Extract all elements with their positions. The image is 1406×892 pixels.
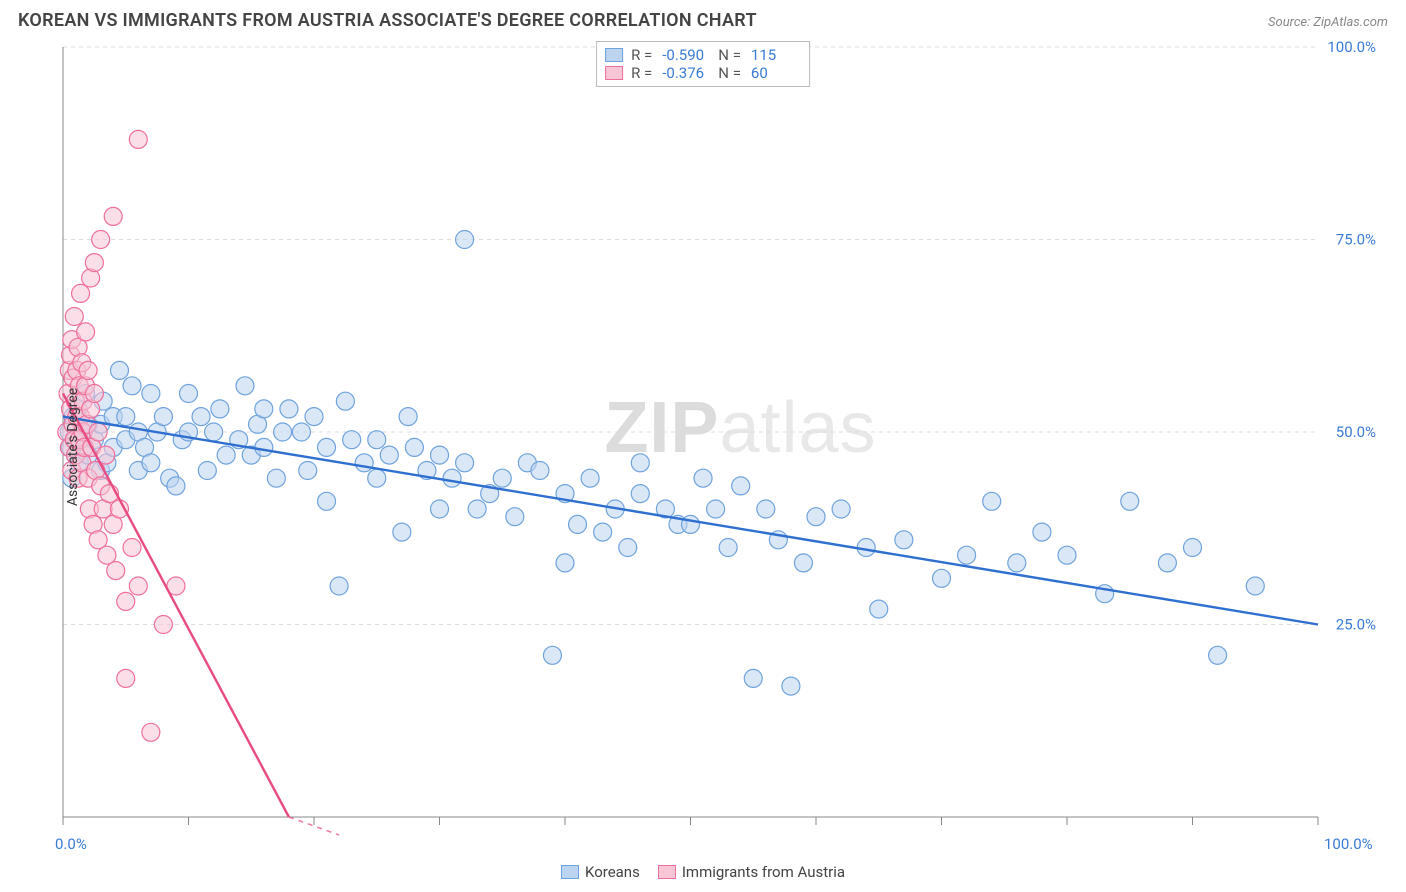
legend-swatch (605, 48, 623, 62)
legend-item: Immigrants from Austria (658, 863, 845, 881)
r-value: -0.376 (662, 64, 710, 82)
svg-text:75.0%: 75.0% (1336, 231, 1376, 249)
svg-text:50.0%: 50.0% (1336, 423, 1376, 441)
legend-swatch (561, 865, 579, 879)
legend-row: R = -0.590 N = 115 (605, 46, 799, 64)
legend-item: Koreans (561, 863, 640, 881)
chart-title: KOREAN VS IMMIGRANTS FROM AUSTRIA ASSOCI… (18, 10, 757, 31)
svg-text:25.0%: 25.0% (1336, 616, 1376, 634)
r-value: -0.590 (662, 46, 710, 64)
y-axis-label: Associate's Degree (65, 388, 81, 506)
correlation-legend: R = -0.590 N = 115 R = -0.376 N = 60 (596, 41, 810, 87)
legend-label: Immigrants from Austria (682, 863, 845, 881)
r-label: R = (631, 46, 652, 64)
legend-row: R = -0.376 N = 60 (605, 64, 799, 82)
n-label: N = (718, 46, 741, 64)
r-label: R = (631, 64, 652, 82)
legend-swatch (605, 66, 623, 80)
legend-label: Koreans (585, 863, 640, 881)
legend-swatch (658, 865, 676, 879)
scatter-chart: ZIPatlas25.0%50.0%75.0%100.0% (18, 37, 1388, 857)
series-legend: Koreans Immigrants from Austria (0, 863, 1406, 881)
header: KOREAN VS IMMIGRANTS FROM AUSTRIA ASSOCI… (0, 0, 1406, 37)
n-value: 60 (751, 64, 799, 82)
chart-container: Associate's Degree ZIPatlas25.0%50.0%75.… (18, 37, 1388, 857)
x-axis-max-label: 100.0% (1324, 835, 1373, 853)
svg-text:100.0%: 100.0% (1327, 38, 1376, 56)
source-label: Source: ZipAtlas.com (1268, 15, 1388, 30)
n-label: N = (718, 64, 741, 82)
n-value: 115 (751, 46, 799, 64)
x-axis-min-label: 0.0% (55, 835, 87, 853)
